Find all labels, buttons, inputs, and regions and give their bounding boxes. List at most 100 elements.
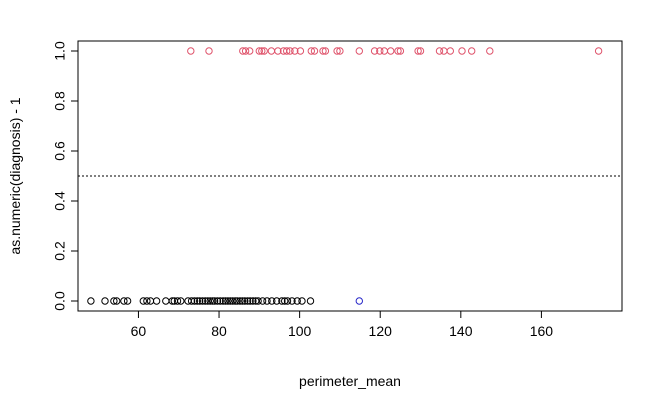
data-point	[187, 47, 195, 55]
data-point	[355, 297, 363, 305]
data-point	[258, 297, 267, 305]
data-point	[229, 297, 237, 305]
data-point	[110, 297, 118, 305]
data-point	[267, 47, 276, 55]
y-tick-label: 0.6	[52, 141, 68, 161]
data-point	[216, 297, 224, 305]
data-point	[283, 47, 291, 55]
data-point	[173, 297, 182, 305]
data-point	[268, 297, 276, 305]
data-point	[241, 47, 250, 55]
data-point	[396, 47, 405, 55]
data-point	[333, 47, 341, 55]
data-point	[336, 47, 344, 55]
data-point	[206, 297, 214, 305]
data-point	[168, 297, 177, 305]
data-point	[594, 47, 603, 55]
x-tick-label: 120	[369, 323, 393, 339]
x-tick-label: 160	[530, 323, 554, 339]
data-point	[123, 297, 132, 305]
data-point	[143, 297, 151, 305]
x-tick-label: 60	[131, 323, 147, 339]
data-point	[152, 297, 161, 305]
data-point	[288, 297, 296, 305]
data-point	[238, 297, 247, 305]
data-point	[321, 47, 330, 55]
data-point	[177, 297, 185, 305]
data-point	[236, 297, 244, 305]
data-point	[120, 297, 128, 305]
data-point	[319, 47, 327, 55]
data-point	[414, 47, 422, 55]
data-point	[254, 297, 262, 305]
x-tick-label: 140	[449, 323, 473, 339]
data-point	[380, 47, 388, 55]
data-point	[440, 47, 448, 55]
data-point	[201, 297, 210, 305]
data-point	[190, 297, 199, 305]
y-tick-label: 0.4	[52, 191, 68, 211]
data-point	[196, 297, 204, 305]
data-point	[205, 47, 213, 55]
data-point	[243, 297, 252, 305]
data-point	[258, 47, 266, 55]
data-point	[458, 47, 466, 55]
data-point	[274, 47, 282, 55]
data-point	[252, 297, 260, 305]
data-point	[224, 297, 232, 305]
y-axis: 0.0 0.2 0.4 0.6 0.8 1.0	[52, 41, 79, 311]
data-point	[231, 297, 239, 305]
y-tick-label: 0.2	[52, 241, 68, 261]
data-point	[210, 297, 219, 305]
data-point	[307, 47, 315, 55]
data-point	[310, 47, 319, 55]
x-tick-label: 80	[211, 323, 227, 339]
data-point	[446, 47, 454, 55]
data-point	[376, 47, 384, 55]
data-point	[298, 297, 306, 305]
data-point	[291, 47, 299, 55]
data-point	[101, 297, 109, 305]
data-point	[249, 297, 257, 305]
data-point	[233, 297, 241, 305]
data-point	[193, 297, 202, 305]
data-point	[162, 297, 170, 305]
data-point	[278, 297, 286, 305]
data-point	[293, 297, 301, 305]
x-tick-label: 100	[288, 323, 312, 339]
data-point	[306, 297, 315, 305]
data-point	[221, 297, 230, 305]
points-layer	[87, 47, 603, 305]
data-point	[435, 47, 444, 55]
data-point	[263, 297, 271, 305]
x-axis: 60 80 100 120 140 160	[131, 310, 554, 339]
data-point	[296, 47, 305, 55]
data-point	[260, 47, 268, 55]
data-point	[241, 297, 249, 305]
data-point	[286, 47, 294, 55]
y-tick-label: 0.0	[52, 291, 68, 311]
data-point	[208, 297, 217, 305]
data-point	[87, 297, 95, 305]
data-point	[246, 47, 254, 55]
data-point	[187, 297, 196, 305]
data-point	[198, 297, 207, 305]
data-point	[281, 297, 289, 305]
data-point	[468, 47, 476, 55]
data-point	[283, 297, 292, 305]
data-point	[213, 297, 222, 305]
data-point	[370, 47, 379, 55]
data-point	[416, 47, 425, 55]
data-point	[219, 297, 227, 305]
data-point	[387, 47, 395, 55]
y-tick-label: 0.8	[52, 91, 68, 111]
data-point	[139, 297, 148, 305]
data-point	[273, 297, 281, 305]
data-point	[486, 47, 494, 55]
data-point	[255, 47, 263, 55]
data-point	[246, 297, 254, 305]
data-point	[394, 47, 402, 55]
y-tick-label: 1.0	[52, 41, 68, 61]
data-point	[113, 297, 121, 305]
